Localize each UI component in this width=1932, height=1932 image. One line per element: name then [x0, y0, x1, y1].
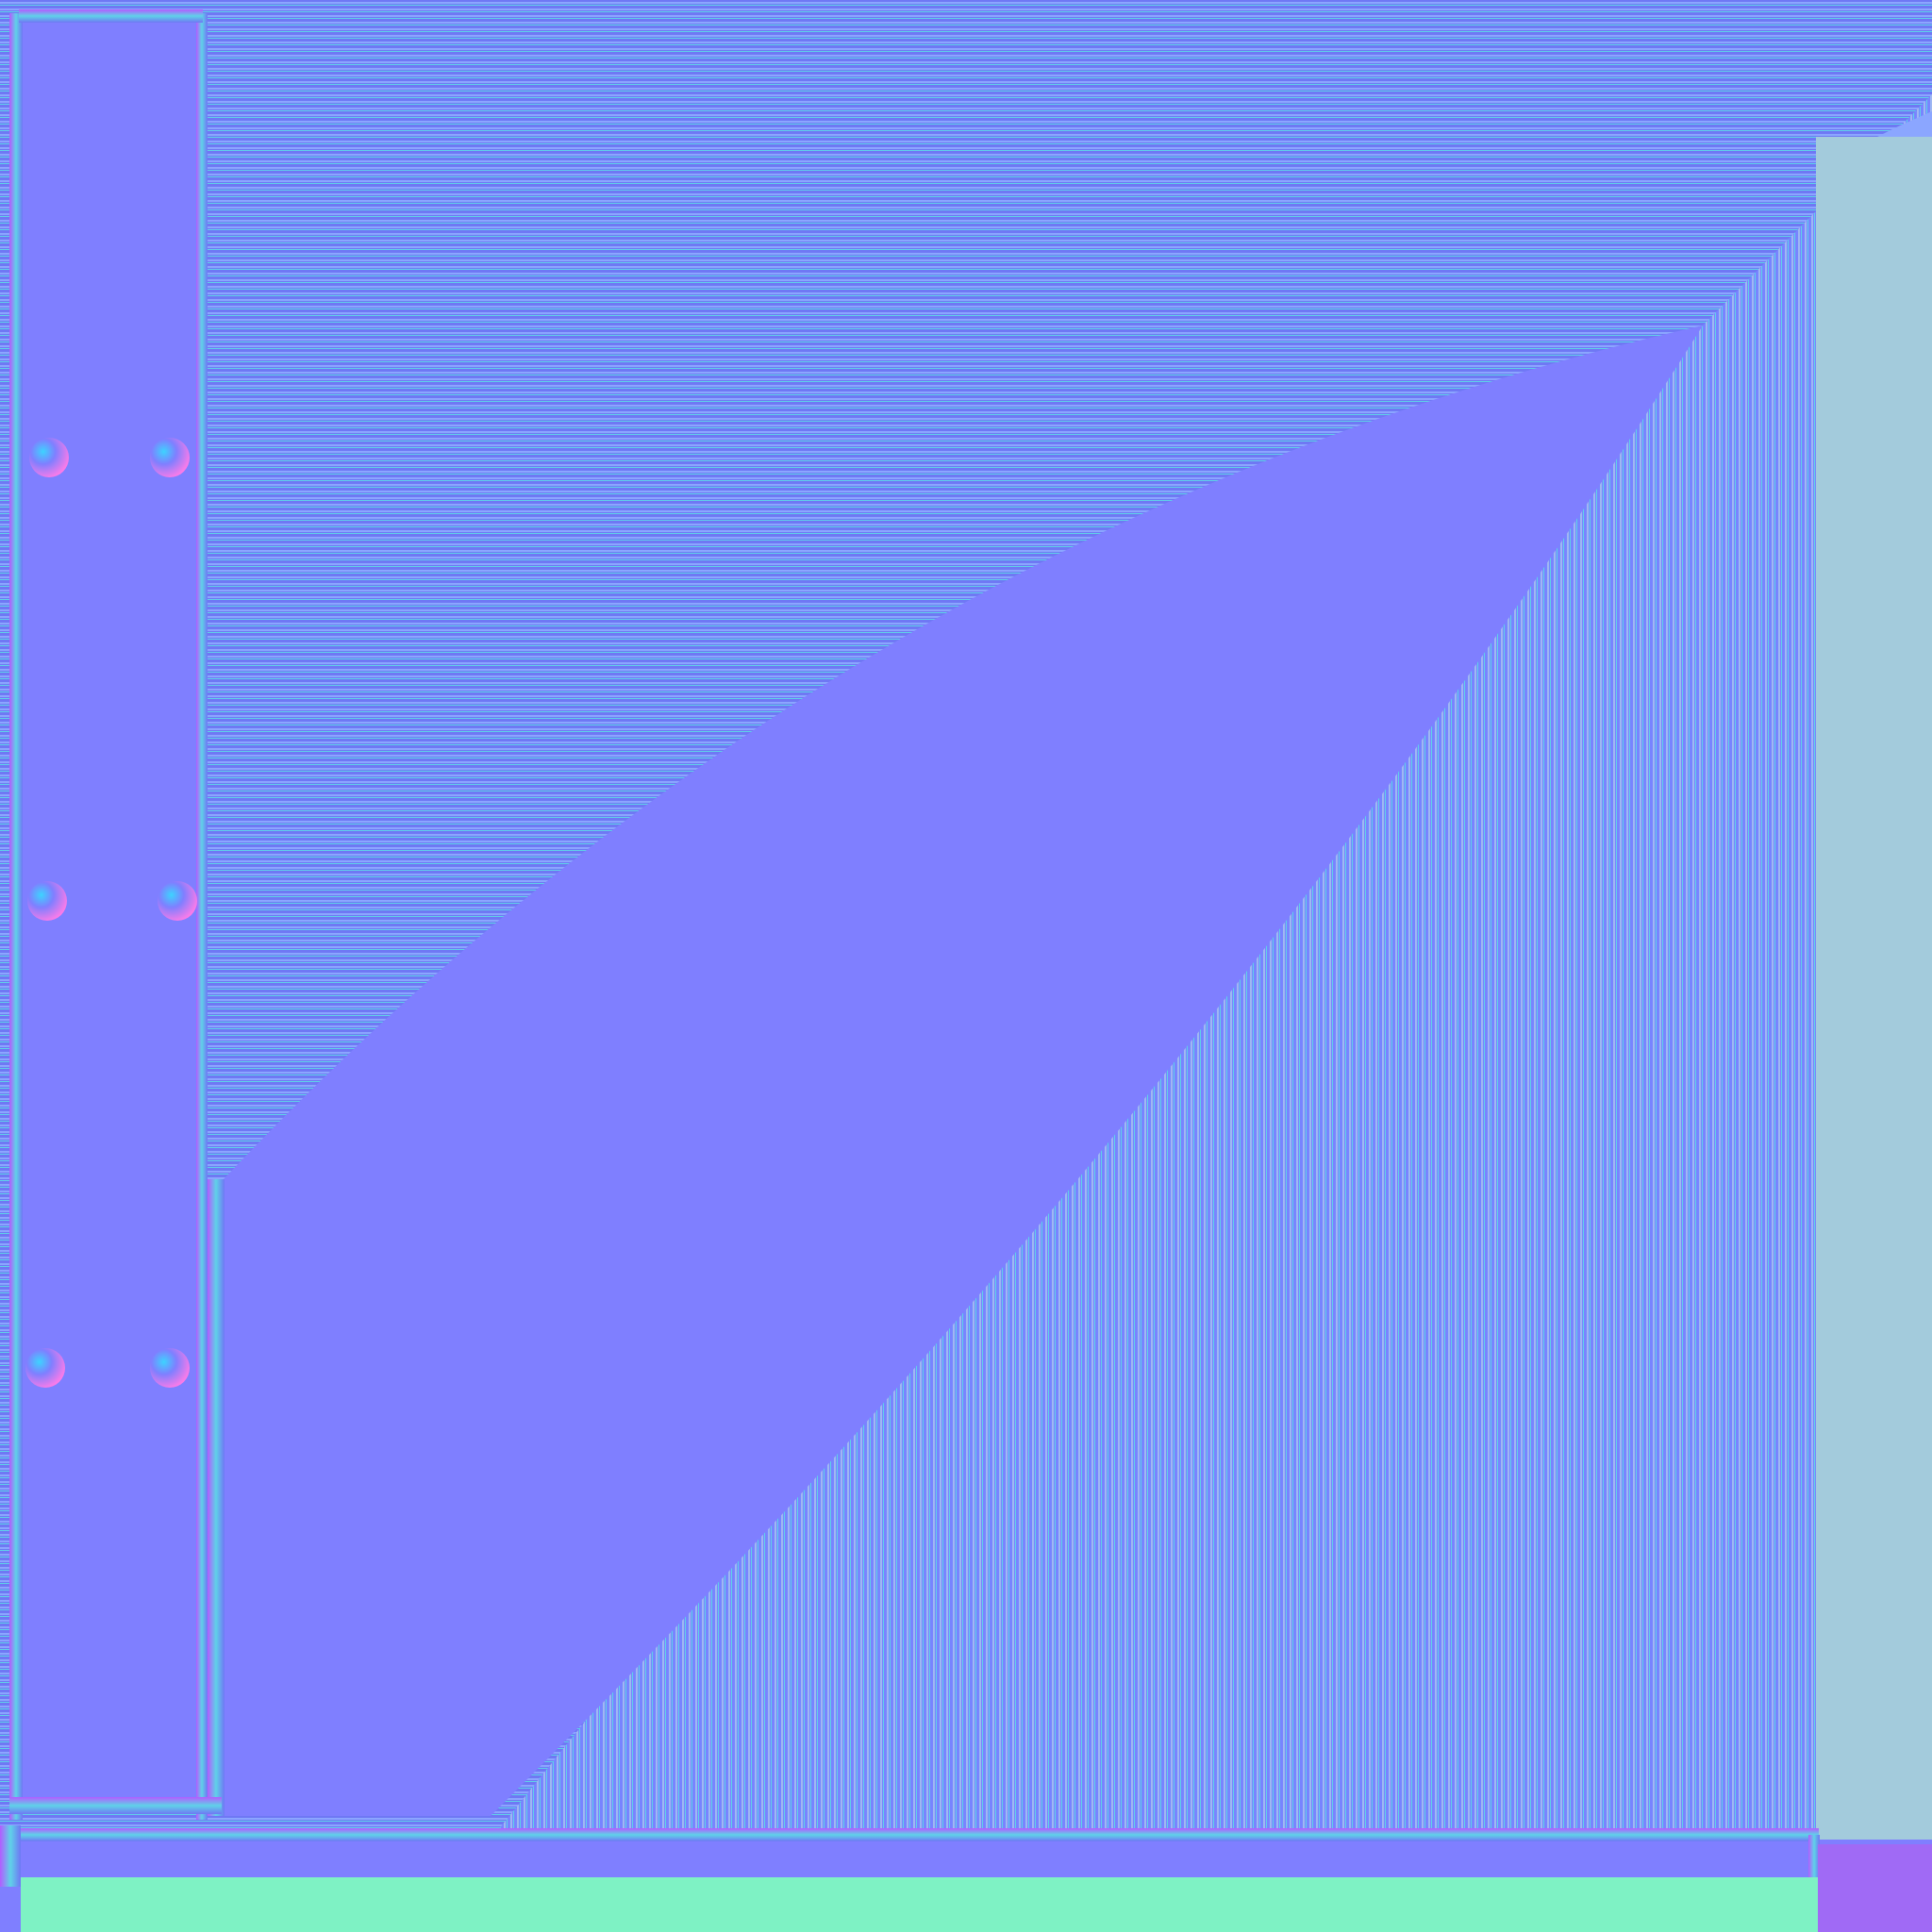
- flat-wedge: [224, 325, 1703, 1816]
- rivet-4: [158, 881, 197, 921]
- bottom-bar-right-edge: [1808, 1835, 1820, 1887]
- rivet-1: [29, 438, 69, 477]
- bottom-band: [21, 1877, 1818, 1932]
- right-band-cap: [1877, 111, 1932, 137]
- rivet-5: [25, 1348, 65, 1388]
- plank-right-edge: [196, 13, 208, 1820]
- rivet-3: [27, 881, 67, 921]
- right-band: [1816, 137, 1932, 1840]
- rivet-group: [25, 438, 197, 1388]
- rivet-2: [150, 438, 190, 477]
- plank-bottom-edge: [9, 1797, 222, 1814]
- bottom-bar-left-edge: [0, 1825, 21, 1887]
- plank-top-edge: [19, 9, 203, 23]
- bottom-bar: [21, 1835, 1813, 1877]
- rivet-6: [150, 1348, 190, 1388]
- wedge-left-edge: [208, 1179, 225, 1816]
- plank-left-edge: [9, 13, 23, 1820]
- bottom-bar-top-edge: [17, 1828, 1819, 1841]
- corner-block: [1818, 1844, 1932, 1932]
